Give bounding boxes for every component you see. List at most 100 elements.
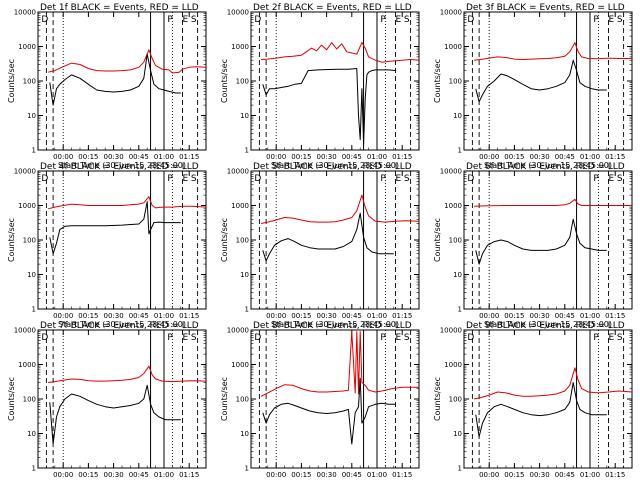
events-series-line bbox=[49, 53, 181, 106]
x-tick-label: 01:15 bbox=[392, 471, 412, 479]
x-tick-label: 01:15 bbox=[392, 312, 412, 320]
x-tick-label: 01:15 bbox=[179, 471, 199, 479]
x-tick-label: 01:15 bbox=[179, 312, 199, 320]
event-marker-label: S bbox=[404, 174, 410, 184]
x-tick-label: 00:30 bbox=[317, 312, 337, 320]
chart-title: Det 9f BLACK = Events, RED = LLD bbox=[466, 321, 625, 331]
panel-8: Det 8f BLACK = Events, RED = LLD 1 10 100 10… bbox=[220, 321, 420, 480]
x-tick-label: 00:00 bbox=[266, 153, 286, 161]
chart-title: Det 8f BLACK = Events, RED = LLD bbox=[253, 321, 412, 331]
x-tick-label: 00:00 bbox=[479, 471, 499, 479]
x-tick-label: 00:30 bbox=[530, 153, 550, 161]
panel-9: Det 9f BLACK = Events, RED = LLD 1 10 100 10… bbox=[433, 321, 633, 480]
chart-title: Det 3f BLACK = Events, RED = LLD bbox=[466, 3, 625, 13]
event-marker-label: S bbox=[617, 333, 623, 343]
y-tick-label: 100 bbox=[449, 237, 462, 245]
y-tick-label: 10 bbox=[240, 430, 249, 438]
x-tick-label: 00:15 bbox=[504, 153, 524, 161]
x-tick-label: 00:15 bbox=[504, 312, 524, 320]
lld-series-line bbox=[48, 365, 207, 383]
x-tick-label: 00:30 bbox=[317, 153, 337, 161]
y-axis-label: Counts/sec bbox=[433, 218, 442, 262]
x-axis-label: Start Time (30-Jun-15 23:45:00) bbox=[484, 161, 612, 170]
x-tick-label: 00:30 bbox=[104, 471, 124, 479]
y-tick-label: 10000 bbox=[227, 327, 249, 335]
event-marker-label: P bbox=[380, 15, 386, 25]
x-tick-label: 01:00 bbox=[367, 153, 387, 161]
event-marker-label: P bbox=[593, 333, 599, 343]
y-tick-label: 1 bbox=[458, 306, 462, 314]
x-tick-label: 01:00 bbox=[580, 312, 600, 320]
x-tick-label: 00:15 bbox=[78, 471, 98, 479]
event-marker-label: S bbox=[404, 333, 410, 343]
y-tick-label: 10000 bbox=[14, 168, 36, 176]
y-axis-label: Counts/sec bbox=[7, 218, 16, 262]
panel-2: Det 2f BLACK = Events, RED = LLD 1 10 100 10… bbox=[220, 3, 420, 170]
panel-4: Det 4f BLACK = Events, RED = LLD 1 10 100 10… bbox=[7, 162, 207, 329]
lld-series-line bbox=[47, 196, 207, 210]
event-marker-label: E bbox=[608, 174, 614, 184]
y-tick-label: 100 bbox=[236, 396, 249, 404]
y-tick-label: 1000 bbox=[444, 43, 462, 51]
event-marker-label: S bbox=[191, 174, 197, 184]
chart-title: Det 2f BLACK = Events, RED = LLD bbox=[253, 3, 412, 13]
y-axis-label: Counts/sec bbox=[7, 377, 16, 421]
y-tick-label: 10000 bbox=[227, 9, 249, 17]
x-tick-label: 01:00 bbox=[580, 153, 600, 161]
event-marker-label: P bbox=[380, 333, 386, 343]
events-series-line bbox=[262, 377, 396, 445]
y-tick-label: 100 bbox=[23, 396, 36, 404]
y-tick-label: 1 bbox=[245, 147, 249, 155]
panel-1: Det 1f BLACK = Events, RED = LLD 1 10 100 10… bbox=[7, 3, 207, 170]
x-tick-label: 01:15 bbox=[179, 153, 199, 161]
events-series-line bbox=[49, 201, 181, 255]
y-tick-label: 1000 bbox=[18, 361, 36, 369]
chart-title: Det 1f BLACK = Events, RED = LLD bbox=[40, 3, 199, 13]
x-tick-label: 00:30 bbox=[530, 312, 550, 320]
y-axis-label: Counts/sec bbox=[433, 59, 442, 103]
y-tick-label: 10 bbox=[27, 271, 36, 279]
x-tick-label: 00:00 bbox=[53, 471, 73, 479]
events-series-line bbox=[262, 212, 394, 262]
lld-series-line bbox=[47, 49, 207, 74]
y-tick-label: 1000 bbox=[231, 202, 249, 210]
event-marker-label: D bbox=[467, 15, 474, 25]
x-tick-label: 01:00 bbox=[367, 312, 387, 320]
event-marker-label: D bbox=[254, 333, 261, 343]
event-marker-label: S bbox=[617, 15, 623, 25]
y-tick-label: 10000 bbox=[440, 9, 462, 17]
y-axis-label: Counts/sec bbox=[220, 377, 229, 421]
event-marker-label: D bbox=[254, 15, 261, 25]
y-tick-label: 1 bbox=[458, 147, 462, 155]
y-tick-label: 100 bbox=[23, 78, 36, 86]
y-tick-label: 100 bbox=[449, 396, 462, 404]
event-marker-label: E bbox=[608, 15, 614, 25]
y-tick-label: 10000 bbox=[227, 168, 249, 176]
event-marker-label: E bbox=[608, 333, 614, 343]
lld-series-line bbox=[260, 194, 420, 224]
y-tick-label: 1 bbox=[458, 465, 462, 473]
x-axis-label: Start Time (30-Jun-15 23:45:00) bbox=[271, 161, 399, 170]
x-axis-label: Start Time (30-Jun-15 23:45:00) bbox=[58, 320, 186, 329]
y-tick-label: 1000 bbox=[231, 361, 249, 369]
y-axis-label: Counts/sec bbox=[220, 59, 229, 103]
y-tick-label: 10000 bbox=[14, 9, 36, 17]
event-marker-label: E bbox=[182, 333, 188, 343]
y-tick-label: 1 bbox=[245, 465, 249, 473]
x-tick-label: 00:15 bbox=[291, 153, 311, 161]
y-tick-label: 10 bbox=[27, 430, 36, 438]
y-axis-label: Counts/sec bbox=[220, 218, 229, 262]
x-tick-label: 00:15 bbox=[504, 471, 524, 479]
event-marker-label: P bbox=[167, 333, 173, 343]
x-tick-label: 01:15 bbox=[605, 153, 625, 161]
panel-6: Det 6f BLACK = Events, RED = LLD 1 10 100 10… bbox=[433, 162, 633, 329]
y-tick-label: 10000 bbox=[14, 327, 36, 335]
x-tick-label: 00:45 bbox=[129, 471, 149, 479]
x-axis-label: Start Time (30-Jun-15 23:45:00) bbox=[484, 320, 612, 329]
y-tick-label: 1000 bbox=[444, 361, 462, 369]
chart-title: Det 5f BLACK = Events, RED = LLD bbox=[253, 162, 412, 172]
x-tick-label: 00:45 bbox=[129, 312, 149, 320]
events-series-line bbox=[475, 218, 607, 265]
x-tick-label: 00:45 bbox=[555, 471, 575, 479]
